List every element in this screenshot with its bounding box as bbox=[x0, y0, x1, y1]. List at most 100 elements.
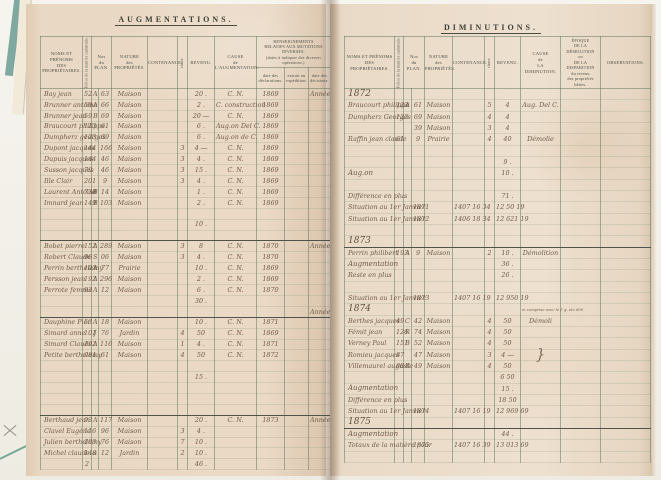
ledger-cell: 50 bbox=[494, 360, 521, 373]
ledger-cell: 50 bbox=[187, 349, 215, 362]
ledger-cell bbox=[403, 371, 412, 384]
ledger-cell: 76 bbox=[98, 328, 112, 340]
ledger-cell bbox=[560, 371, 601, 384]
ledger-cell: 10 . bbox=[187, 262, 215, 275]
ledger-cell: 36 . bbox=[494, 258, 521, 271]
ledger-row: Julien berthelemy 103 76 Maison 7 10 . bbox=[40, 437, 331, 449]
ledger-cell bbox=[403, 303, 412, 316]
ledger-cell: 1873 bbox=[256, 415, 285, 427]
ledger-cell bbox=[424, 428, 453, 441]
ledger-cell bbox=[403, 156, 412, 169]
ledger-cell bbox=[560, 111, 601, 124]
ledger-cell: 12 950 19 bbox=[494, 292, 529, 305]
ledger-cell bbox=[600, 337, 651, 350]
ledger-row: Verney Paul 151 B 52 Maison 4 50 bbox=[344, 337, 651, 350]
ledger-cell bbox=[82, 382, 92, 394]
ledger-cell bbox=[484, 383, 495, 395]
ledger-cell bbox=[147, 164, 178, 177]
ledger-cell bbox=[484, 394, 495, 407]
ledger-cell bbox=[214, 393, 257, 405]
ledger-cell: Maison bbox=[111, 426, 148, 438]
ledger-cell: Maison bbox=[424, 315, 453, 327]
ledger-cell: 69 bbox=[98, 132, 112, 144]
ledger-cell: C. N. bbox=[214, 186, 257, 198]
ledger-row: 15 . bbox=[40, 371, 331, 384]
ledger-cell bbox=[600, 190, 651, 203]
ledger-cell: 1875 bbox=[411, 439, 430, 452]
ledger-cell bbox=[98, 230, 112, 242]
ledger-row bbox=[344, 178, 651, 192]
ledger-cell: A bbox=[91, 273, 99, 286]
ledger-cell bbox=[600, 269, 651, 282]
ledger-cell: 50 bbox=[494, 337, 521, 350]
ledger-cell bbox=[147, 306, 178, 318]
ledger-cell: 50 bbox=[494, 315, 521, 327]
ledger-cell: Maison bbox=[111, 317, 148, 329]
ledger-row bbox=[344, 281, 651, 293]
ledger-cell bbox=[147, 371, 178, 384]
ledger-cell bbox=[284, 317, 309, 329]
ledger-cell bbox=[177, 219, 188, 231]
ledger-cell: Augmentation bbox=[344, 258, 398, 271]
ledger-cell bbox=[284, 230, 309, 242]
page-edge-right bbox=[651, 4, 656, 476]
ledger-cell bbox=[177, 99, 188, 111]
ledger-cell bbox=[187, 393, 215, 405]
ledger-cell bbox=[484, 303, 495, 316]
ledger-cell bbox=[256, 393, 285, 405]
ledger-cell bbox=[91, 458, 99, 471]
ledger-cell: 103 bbox=[98, 197, 113, 209]
ledger-cell bbox=[177, 88, 188, 100]
ledger-cell bbox=[147, 415, 178, 427]
ledger-cell bbox=[177, 415, 188, 427]
ledger-cell bbox=[111, 371, 148, 384]
ledger-cell bbox=[82, 219, 92, 231]
ledger-cell: C. N. bbox=[214, 142, 257, 155]
ledger-cell bbox=[98, 371, 112, 384]
ledger-cell bbox=[411, 451, 425, 463]
ledger-cell bbox=[177, 230, 188, 242]
ledger-cell bbox=[40, 404, 83, 416]
ledger-cell bbox=[424, 167, 453, 180]
ledger-cell bbox=[284, 164, 309, 177]
ledger-row: Petite berthelemy 98 L 61 Maison 4 50 C. N. 1872 bbox=[40, 349, 331, 362]
ledger-cell: S bbox=[91, 251, 99, 264]
ledger-cell bbox=[344, 179, 395, 192]
ledger-cell: 296 bbox=[98, 273, 113, 286]
col-header-nature: NATURE des PROPRIÉTÉS. bbox=[424, 35, 455, 90]
ledger-cell bbox=[520, 394, 561, 407]
ledger-cell bbox=[214, 437, 257, 449]
ledger-cell bbox=[452, 417, 485, 429]
ledger-cell: Augmentation bbox=[344, 428, 398, 441]
col-header-renseignements-sub1: date des déclarations. bbox=[256, 67, 285, 90]
ledger-cell bbox=[411, 88, 425, 101]
ledger-cell bbox=[91, 393, 99, 405]
col-header-epoque: ÉPOQUE DE LA DÉMOLITION ou DE LA DISPARI… bbox=[560, 35, 601, 90]
ledger-cell: 12 bbox=[98, 284, 112, 296]
ledger-cell bbox=[284, 142, 309, 155]
ledger-cell bbox=[484, 167, 495, 180]
ledger-cell bbox=[394, 303, 404, 316]
ledger-cell: 193 bbox=[394, 247, 409, 260]
ledger-cell bbox=[177, 121, 188, 133]
ledger-cell: 4 bbox=[177, 349, 188, 362]
ledger-cell: 10 . bbox=[187, 317, 215, 329]
ledger-cell bbox=[177, 458, 188, 471]
ledger-cell bbox=[177, 360, 188, 373]
ledger-cell: 6 50 bbox=[494, 371, 521, 384]
ledger-cell bbox=[452, 178, 485, 192]
ledger-cell bbox=[411, 281, 425, 293]
ledger-cell bbox=[560, 281, 601, 293]
ledger-cell bbox=[520, 122, 561, 135]
ledger-row: Perrote femme 93 A 12 Maison 6 . C. N. 1870 bbox=[40, 284, 331, 296]
ledger-cell: 1872 bbox=[344, 88, 395, 101]
ledger-cell bbox=[484, 88, 495, 101]
page-title: DIMINUTIONS. bbox=[330, 23, 652, 34]
ledger-cell bbox=[411, 371, 425, 384]
ledger-cell bbox=[394, 417, 404, 429]
ledger-row: Ille Clair 201 9 Maison 3 4 . C. N. 1869 bbox=[40, 175, 331, 188]
ledger-cell bbox=[452, 451, 485, 463]
ledger-row bbox=[40, 207, 331, 220]
ledger-cell bbox=[40, 393, 83, 405]
ledger-cell: C. N. bbox=[214, 415, 257, 427]
